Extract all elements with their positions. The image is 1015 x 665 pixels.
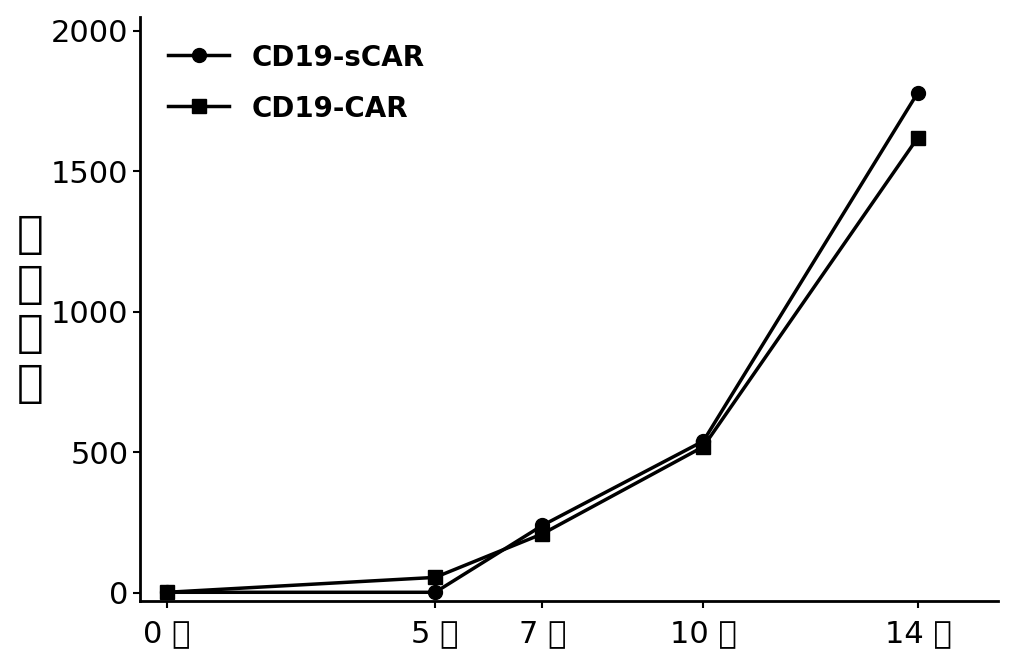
CD19-sCAR — [429, 589, 442, 597]
CD19-CAR — [911, 134, 924, 142]
CD19-CAR — [536, 530, 548, 538]
CD19-sCAR — [911, 88, 924, 96]
CD19-CAR — [161, 589, 174, 597]
CD19-CAR — [429, 573, 442, 581]
Legend: CD19-sCAR, CD19-CAR: CD19-sCAR, CD19-CAR — [154, 31, 438, 136]
Line: CD19-CAR: CD19-CAR — [160, 130, 925, 599]
Line: CD19-sCAR: CD19-sCAR — [160, 86, 925, 599]
CD19-CAR — [697, 443, 709, 451]
CD19-sCAR — [536, 521, 548, 529]
CD19-sCAR — [161, 589, 174, 597]
CD19-sCAR — [697, 437, 709, 445]
Y-axis label: 相
对
倍
数: 相 对 倍 数 — [16, 213, 44, 405]
